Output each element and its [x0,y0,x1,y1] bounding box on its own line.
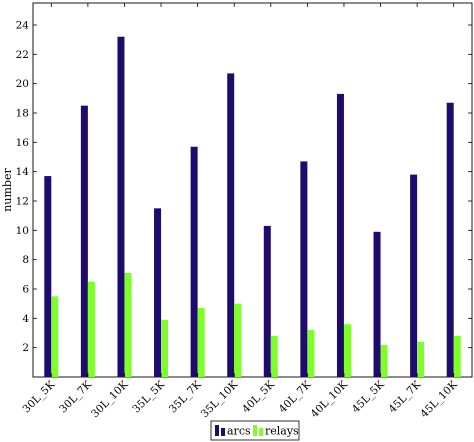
bar-arcs-35L_7K [190,146,198,377]
y-tick-label: 2 [22,342,29,354]
y-tick-label: 24 [16,20,30,32]
bar-relays-30L_10K [124,272,132,377]
bar-relays-45L_7K [417,341,425,377]
bar-relays-45L_10K [453,335,461,377]
bar-arcs-40L_10K [336,93,344,377]
y-tick-label: 6 [22,284,29,296]
x-tick-label: 30L_5K [21,379,58,416]
legend-swatch-arcs [215,425,219,436]
x-tick-label: 35L_5K [130,379,167,416]
y-tick-label: 18 [16,108,29,120]
x-tick-label: 40L_7K [277,379,314,416]
legend-label-arcs: arcs [227,425,251,438]
y-tick-label: 22 [16,49,29,61]
bar-arcs-35L_5K [154,208,162,377]
legend-swatch-relays [253,425,257,436]
bar-relays-30L_5K [51,296,59,377]
bar-arcs-45L_10K [446,102,454,377]
x-tick-label: 35L_10K [199,379,241,421]
y-tick-label: 16 [16,137,30,149]
bar-arcs-30L_10K [117,36,125,377]
bar-relays-45L_5K [380,344,388,377]
bars-group [44,36,461,378]
bar-arcs-40L_7K [300,161,308,377]
x-tick-label: 45L_10K [418,379,460,421]
plot-area [32,2,473,378]
bar-relays-35L_5K [161,319,169,377]
plot-frame [32,2,473,378]
x-tick-label: 45L_5K [350,379,387,416]
x-tick-label: 40L_10K [309,379,351,421]
bar-relays-35L_7K [197,308,205,377]
y-tick-label: 12 [16,196,29,208]
x-tick-label: 45L_7K [386,379,423,416]
bar-relays-40L_10K [343,324,351,377]
legend-label-relays: relays [265,425,299,438]
bar-arcs-35L_10K [227,73,235,378]
x-tick-label: 40L_5K [240,379,277,416]
legend-swatch-relays-2 [259,428,263,436]
y-tick-label: 20 [16,78,29,90]
bar-relays-35L_10K [234,303,242,377]
bar-arcs-40L_5K [263,225,271,377]
y-tick-label: 10 [16,225,29,237]
y-tick-label: 14 [16,166,30,178]
x-tick-label: 30L_10K [89,379,131,421]
bar-relays-30L_7K [87,281,95,377]
y-tick-label: 8 [22,254,29,266]
bar-relays-40L_7K [307,330,315,377]
bar-arcs-30L_7K [80,105,88,378]
legend-swatch-arcs-2 [221,428,225,436]
legend: arcs relays [210,420,300,441]
bar-arcs-45L_5K [373,231,381,377]
x-tick-label: 35L_7K [167,379,204,416]
y-tick-label: 4 [22,313,29,325]
x-tick-label: 30L_7K [57,379,94,416]
y-axis-label: number [1,168,14,212]
bar-arcs-45L_7K [410,174,418,377]
bar-relays-40L_5K [270,335,278,377]
bar-arcs-30L_5K [44,176,52,377]
